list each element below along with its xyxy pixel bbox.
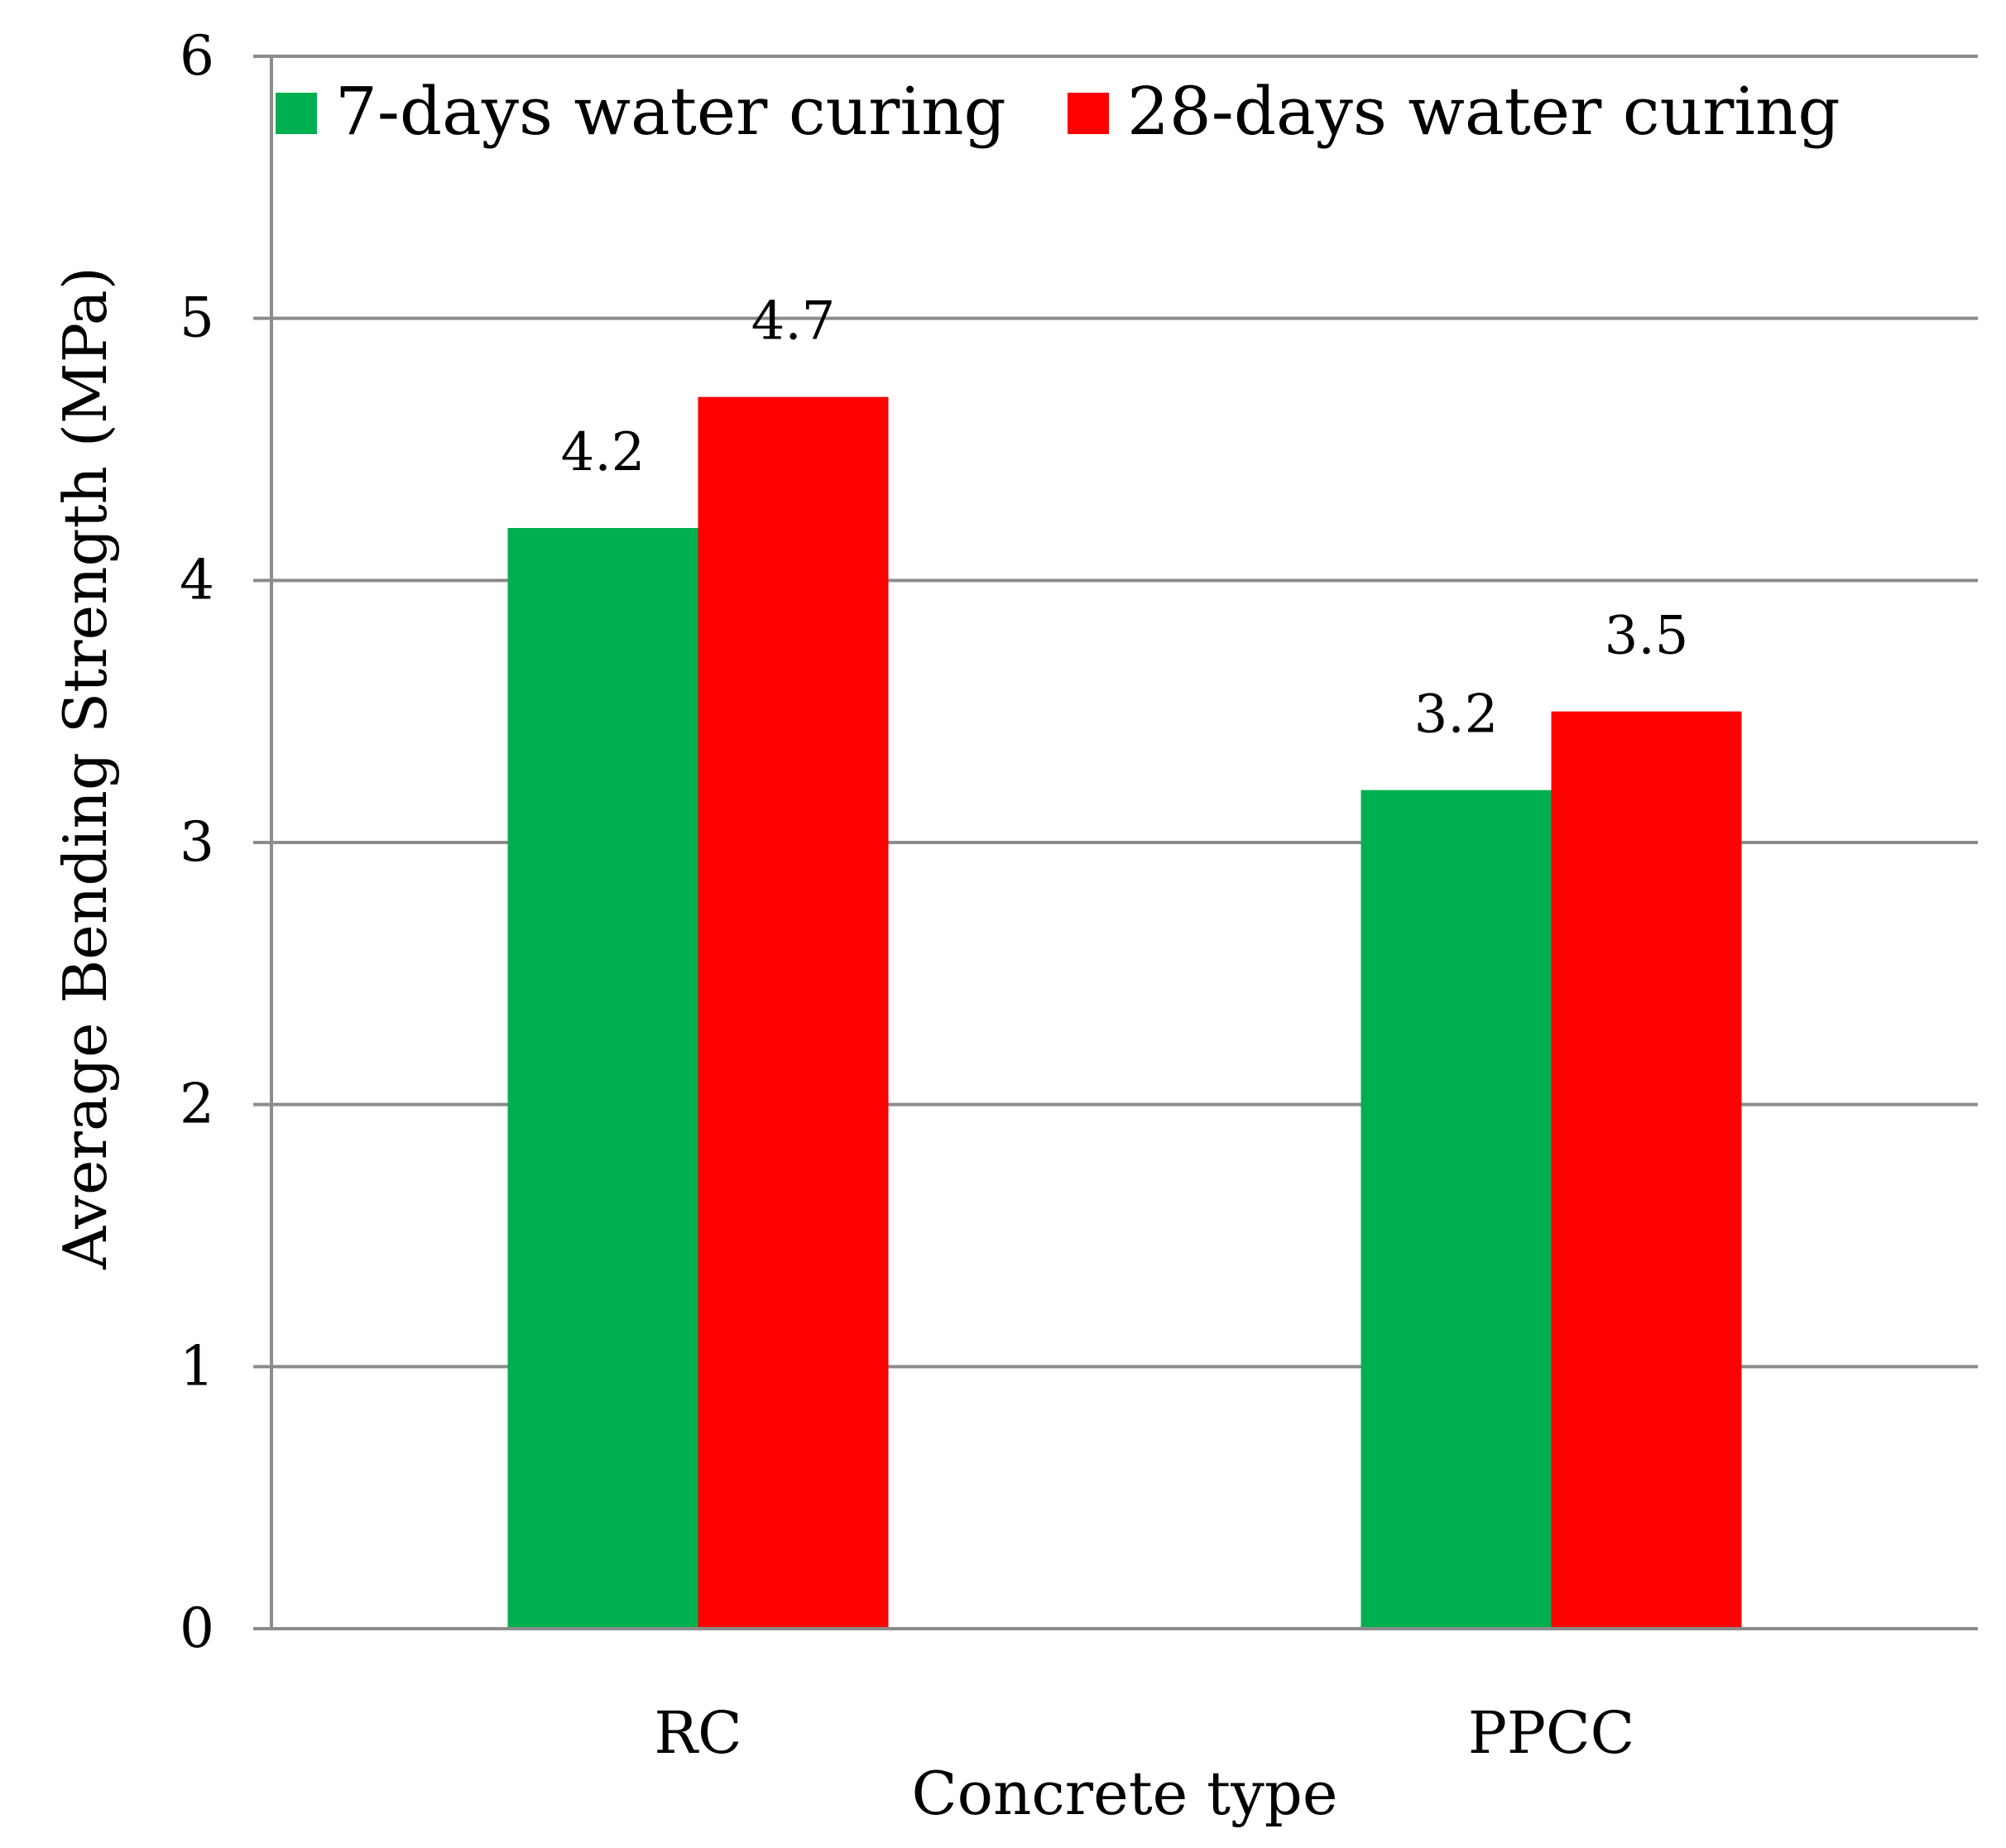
data-label: 4.2 (561, 422, 645, 483)
bar-ppcc-series-1 (1551, 711, 1742, 1629)
legend: 7-days water curing 28-days water curing (276, 73, 1840, 150)
y-tick-label: 4 (180, 548, 214, 612)
axes (253, 56, 1978, 1630)
x-axis-title: Concrete type (912, 1759, 1338, 1828)
y-tick-labels: 0 1 2 3 4 5 6 (180, 24, 214, 1660)
bar-ppcc-series-0 (1361, 790, 1552, 1629)
x-tick-label: RC (654, 1699, 741, 1767)
bar-rc-series-0 (507, 528, 698, 1629)
x-tick-label: PPCC (1468, 1699, 1634, 1767)
data-label: 3.2 (1414, 684, 1499, 746)
y-tick-label: 2 (180, 1073, 214, 1136)
y-axis-title: Average Bending Strength (MPa) (50, 266, 120, 1270)
x-tick-labels: RC PPCC (654, 1699, 1634, 1767)
legend-swatch-28-days (1068, 93, 1109, 134)
legend-swatch-7-days (276, 93, 317, 134)
y-tick-label: 1 (180, 1334, 214, 1398)
bar-rc-series-1 (698, 396, 889, 1630)
data-label: 3.5 (1605, 606, 1689, 667)
y-tick-label: 0 (180, 1596, 214, 1660)
data-label: 4.7 (751, 291, 836, 353)
y-tick-label: 5 (180, 286, 214, 350)
data-labels: 4.2 4.7 3.2 3.5 (561, 291, 1689, 746)
bars (507, 396, 1742, 1630)
y-tick-label: 3 (180, 810, 214, 874)
legend-label-7-days: 7-days water curing (335, 73, 1006, 150)
legend-label-28-days: 28-days water curing (1127, 73, 1840, 150)
y-tick-label: 6 (180, 24, 214, 88)
